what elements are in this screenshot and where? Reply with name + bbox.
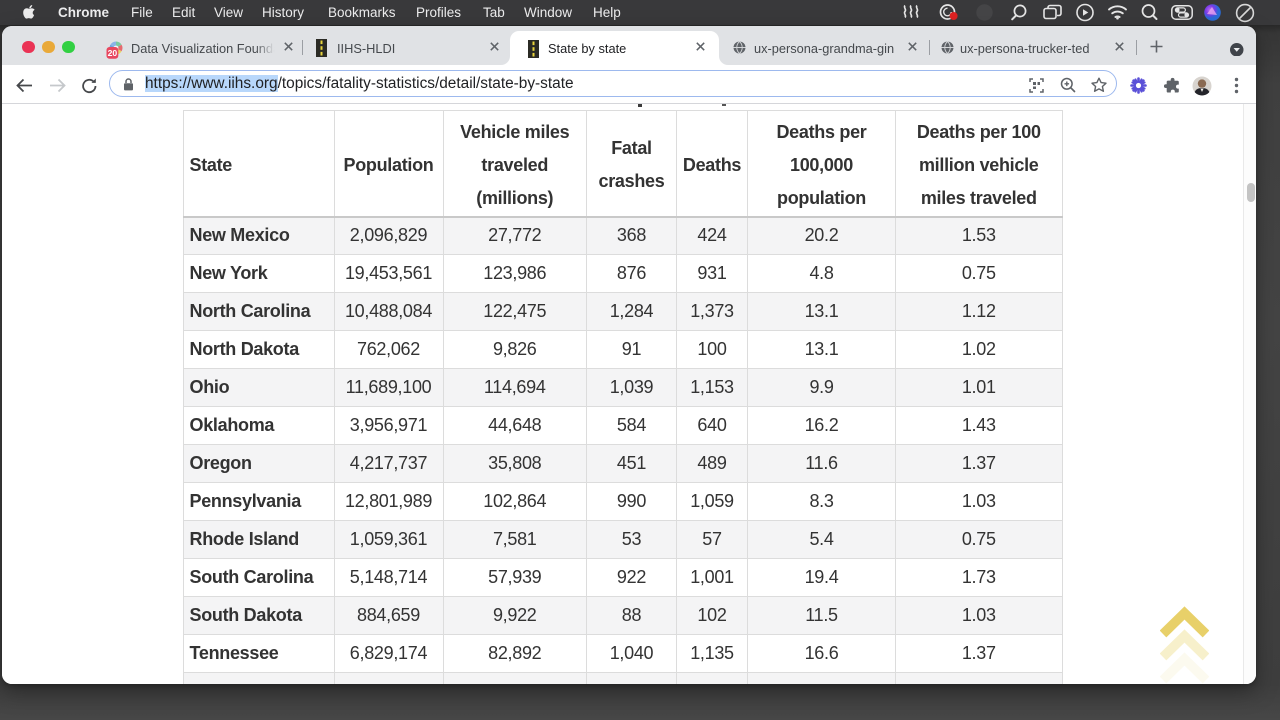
svg-text:20: 20 <box>108 48 118 58</box>
